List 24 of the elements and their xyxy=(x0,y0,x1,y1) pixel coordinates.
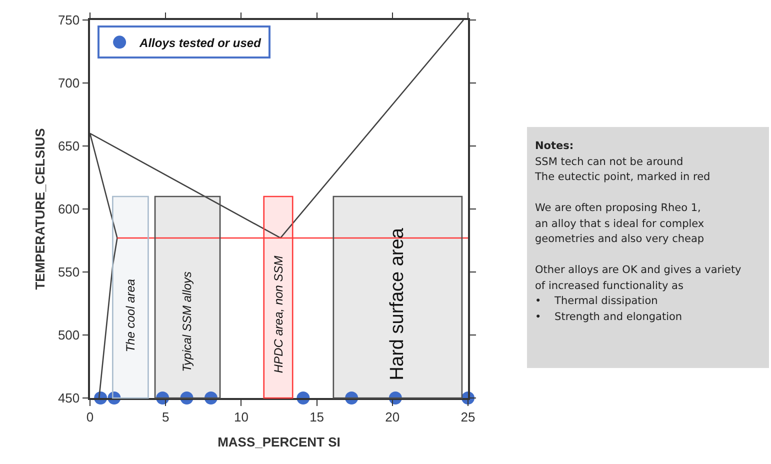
y-tick-label: 450 xyxy=(58,390,80,406)
x-axis-title: MASS_PERCENT SI xyxy=(218,434,340,450)
text: We are often proposing Rheo 1, an alloy that s ideal for complex geometries and also very cheap xyxy=(535,201,706,247)
x-tick-label: 25 xyxy=(460,409,476,424)
y-tick-label: 700 xyxy=(58,76,80,91)
band-label: HPDC area, non SSM xyxy=(271,256,286,374)
x-tick-label: 0 xyxy=(86,409,94,424)
x-tick-label: 10 xyxy=(234,409,248,424)
text: SSM tech can not be around The eutectic point, marked in red xyxy=(535,154,712,185)
y-axis-title: TEMPERATURE_CELSIUS xyxy=(32,128,48,290)
y-tick-label: 650 xyxy=(58,138,80,154)
band-label: The cool area xyxy=(124,278,138,352)
x-tick-label: 20 xyxy=(385,409,400,424)
text: Notes: xyxy=(535,139,575,154)
y-tick-label: 550 xyxy=(58,264,80,280)
x-tick-label: 5 xyxy=(162,409,170,424)
y-tick-label: 600 xyxy=(58,202,80,217)
x-tick-label: 15 xyxy=(310,409,324,424)
band-label: Typical SSM alloys xyxy=(180,271,194,372)
y-tick-label: 750 xyxy=(58,12,80,28)
legend-label: Alloys tested or used xyxy=(138,36,262,50)
band-label: Hard surface area xyxy=(387,228,408,380)
y-tick-label: 500 xyxy=(58,328,80,343)
text: Other alloys are OK and gives a variety of increased functionality as • Thermal dissipation • Strength and elongation xyxy=(535,263,742,324)
